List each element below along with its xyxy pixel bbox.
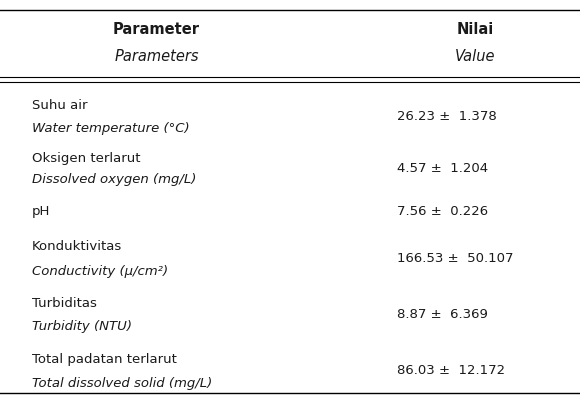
Text: Turbidity (NTU): Turbidity (NTU): [32, 320, 132, 333]
Text: Konduktivitas: Konduktivitas: [32, 240, 122, 253]
Text: Nilai: Nilai: [457, 22, 494, 37]
Text: Turbiditas: Turbiditas: [32, 297, 97, 310]
Text: pH: pH: [32, 205, 50, 218]
Text: Conductivity (μ/cm²): Conductivity (μ/cm²): [32, 265, 168, 278]
Text: Suhu air: Suhu air: [32, 99, 88, 112]
Text: Water temperature (°C): Water temperature (°C): [32, 122, 190, 135]
Text: Total padatan terlarut: Total padatan terlarut: [32, 353, 177, 366]
Text: 86.03 ±  12.172: 86.03 ± 12.172: [397, 365, 505, 377]
Text: Dissolved oxygen (mg/L): Dissolved oxygen (mg/L): [32, 173, 196, 186]
Text: 7.56 ±  0.226: 7.56 ± 0.226: [397, 205, 488, 218]
Text: Value: Value: [455, 49, 496, 64]
Text: Total dissolved solid (mg/L): Total dissolved solid (mg/L): [32, 377, 212, 390]
Text: Parameter: Parameter: [113, 22, 200, 37]
Text: Oksigen terlarut: Oksigen terlarut: [32, 152, 140, 165]
Text: 4.57 ±  1.204: 4.57 ± 1.204: [397, 162, 488, 175]
Text: Parameters: Parameters: [114, 49, 199, 64]
Text: 26.23 ±  1.378: 26.23 ± 1.378: [397, 110, 497, 123]
Text: 166.53 ±  50.107: 166.53 ± 50.107: [397, 252, 514, 265]
Text: 8.87 ±  6.369: 8.87 ± 6.369: [397, 308, 488, 321]
